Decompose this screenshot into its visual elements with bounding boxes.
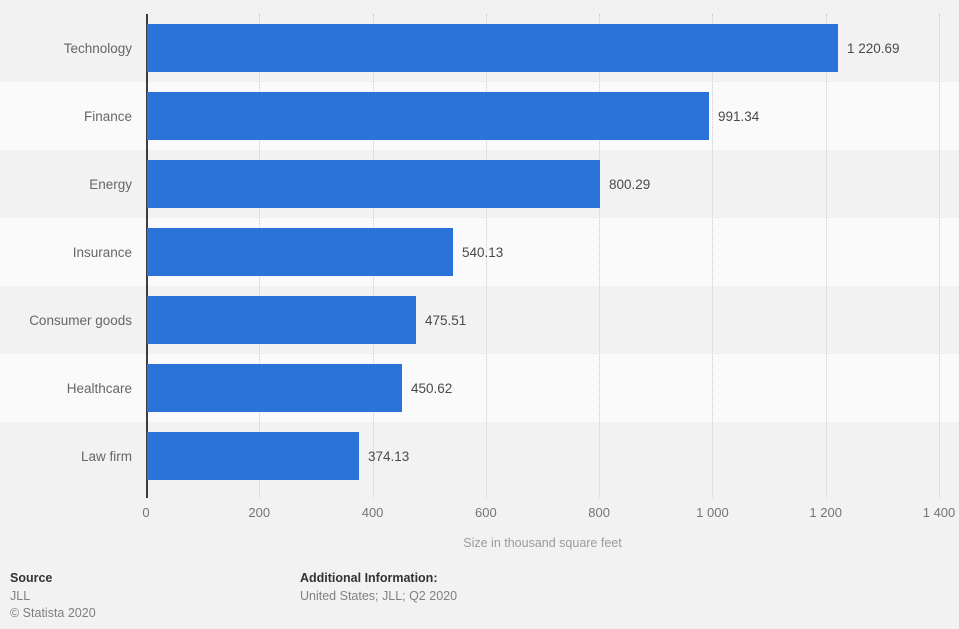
x-tick-label: 0: [142, 505, 150, 520]
additional-information-text: United States; JLL; Q2 2020: [300, 589, 458, 603]
bar-law-firm: [147, 432, 359, 480]
value-label: 991.34: [718, 108, 760, 124]
x-tick-label: 800: [588, 505, 610, 520]
value-label: 450.62: [411, 380, 453, 396]
gridline: [825, 14, 827, 498]
x-tick-label: 400: [361, 505, 384, 520]
source-heading: Source: [10, 571, 53, 585]
bar-healthcare: [147, 364, 402, 412]
x-tick-label: 1 000: [696, 505, 729, 520]
gridline: [939, 14, 940, 498]
x-axis-title: Size in thousand square feet: [463, 536, 622, 550]
copyright-notice: © Statista 2020: [10, 606, 96, 620]
category-label: Healthcare: [66, 380, 132, 396]
x-tick-label: 1 200: [809, 505, 842, 520]
bar-row: Insurance 540.13: [0, 218, 959, 286]
value-label: 374.13: [368, 448, 410, 464]
category-label: Technology: [63, 40, 132, 56]
bar-finance: [147, 92, 709, 140]
source-block: Source JLL © Statista 2020: [10, 571, 96, 623]
additional-information-block: Additional Information: United States; J…: [300, 571, 457, 606]
gridline: [712, 14, 714, 498]
category-label: Law firm: [80, 448, 132, 464]
category-label: Finance: [83, 108, 132, 124]
bar-technology: [147, 24, 838, 72]
additional-information-heading: Additional Information:: [300, 571, 438, 585]
x-tick-label: 1 400: [922, 505, 956, 520]
bar-row: Consumer goods 475.51: [0, 286, 959, 354]
bar-insurance: [147, 228, 453, 276]
value-label: 1 220.69: [847, 40, 900, 56]
bar-row: Energy 800.29: [0, 150, 959, 218]
bar-consumer-goods: [147, 296, 416, 344]
category-label: Energy: [89, 176, 132, 192]
x-tick-label: 200: [248, 505, 271, 520]
bar-row: Healthcare 450.62: [0, 354, 959, 422]
value-label: 540.13: [462, 244, 504, 260]
bar-row: Finance 991.34: [0, 82, 959, 150]
bar-rows-layer: Technology 1 220.69 Finance 991.34 Energy 800…: [0, 14, 959, 490]
x-tick-label: 600: [474, 505, 497, 520]
value-label: 800.29: [609, 176, 651, 192]
category-label: Insurance: [72, 244, 132, 260]
gridline: [485, 14, 487, 498]
bar-row: Technology 1 220.69: [0, 14, 959, 82]
gridline: [599, 14, 601, 498]
source-name: JLL: [10, 589, 31, 603]
bar-energy: [147, 160, 600, 208]
category-label: Consumer goods: [29, 312, 132, 328]
value-label: 475.51: [425, 312, 467, 328]
bar-row: Law firm 374.13: [0, 422, 959, 490]
